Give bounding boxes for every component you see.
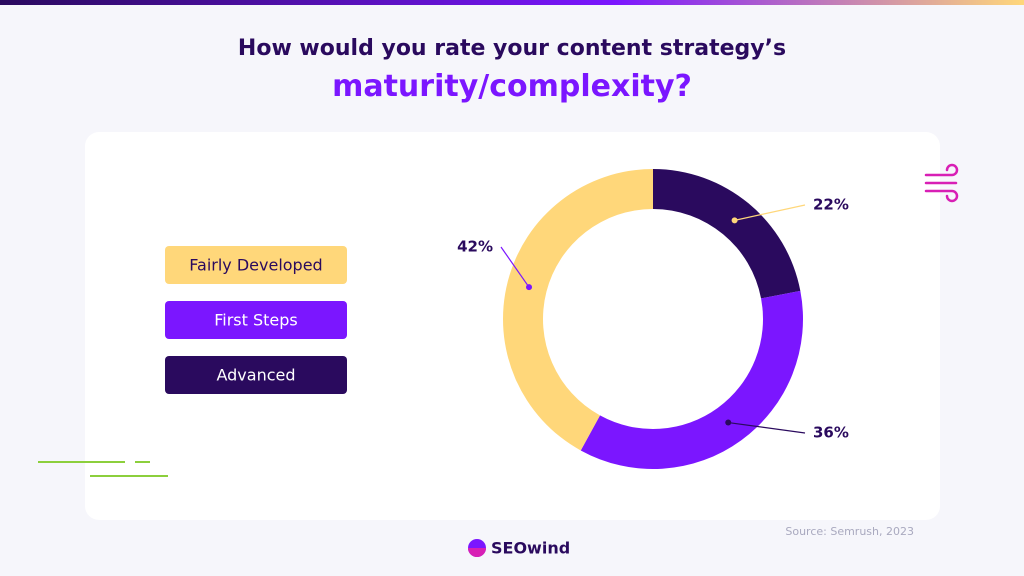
value-label: 42% [457,238,493,256]
legend-swatch [165,246,347,284]
leader-line [734,204,806,221]
legend-swatch [165,301,347,339]
wind-icon [924,163,959,203]
chart-subtitle: maturity/complexity? [332,69,692,104]
donut-segment [653,169,801,299]
leader-dot [526,284,533,291]
leader-line [728,421,806,434]
source: Source: Semrush, 2023 [785,525,914,538]
value-label: 36% [813,424,849,442]
leader-line [500,246,530,288]
top-bar [0,0,1024,5]
donut-segment [502,169,653,451]
legend-label: Fairly Developed [189,256,322,275]
legend-label: Advanced [216,366,295,385]
legend-swatch [165,356,347,394]
chart-title: How would you rate your content strategy… [238,36,786,61]
value-label: 22% [813,196,849,214]
logo-text: SEOwind [491,539,570,558]
legend-label: First Steps [214,311,298,330]
donut-segment [580,290,803,470]
leader-dot [731,217,738,224]
logo: SEOwind [468,539,570,558]
leader-dot [725,419,732,426]
deco-lines [38,461,168,477]
